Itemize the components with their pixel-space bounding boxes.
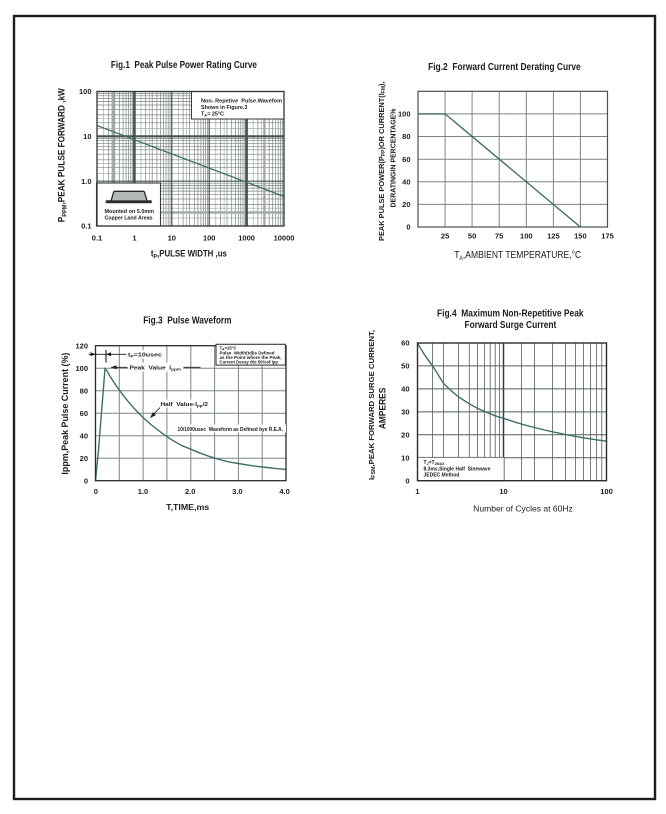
svg-text:TA= 25°C: TA= 25°C: [201, 111, 224, 117]
svg-text:Fig.3 Pulse Waveform: Fig.3 Pulse Waveform: [143, 315, 231, 326]
svg-text:IFSM,PEAK FORWARD SURGE CURREN: IFSM,PEAK FORWARD SURGE CURRENT,: [367, 330, 377, 480]
svg-text:Shown in Figure.3: Shown in Figure.3: [201, 105, 247, 111]
svg-text:175: 175: [601, 231, 614, 240]
svg-text:Non- Repetive Pulse.Wavefom: Non- Repetive Pulse.Wavefom: [201, 98, 282, 104]
svg-text:10000: 10000: [274, 233, 295, 242]
svg-text:3.0: 3.0: [232, 487, 242, 496]
svg-text:tP,PULSE WIDTH ,us: tP,PULSE WIDTH ,us: [151, 249, 227, 261]
svg-text:125: 125: [547, 231, 560, 240]
svg-text:100: 100: [600, 487, 613, 496]
svg-text:50: 50: [468, 231, 476, 240]
svg-text:0: 0: [94, 487, 98, 496]
svg-text:Mounted on 5.0mm: Mounted on 5.0mm: [105, 209, 155, 215]
svg-text:60: 60: [401, 339, 409, 348]
svg-text:0.1: 0.1: [81, 222, 91, 231]
svg-text:8.3ms,Single Half Sinewave: 8.3ms,Single Half Sinewave: [424, 466, 491, 472]
svg-text:4.0: 4.0: [279, 487, 289, 496]
svg-text:Ippm,Peak Pulse Current (%): Ippm,Peak Pulse Current (%): [60, 353, 70, 475]
svg-text:0: 0: [84, 476, 88, 485]
svg-text:20: 20: [401, 431, 409, 440]
svg-text:100: 100: [398, 110, 411, 119]
svg-text:25: 25: [441, 231, 449, 240]
svg-text:Peak Value Ippm: Peak Value Ippm: [130, 366, 182, 372]
svg-text:Number of Cycles at 60Hz: Number of Cycles at 60Hz: [473, 503, 573, 513]
svg-text:20: 20: [80, 454, 88, 463]
svg-text:as the Point where the Peak,: as the Point where the Peak,: [220, 355, 282, 360]
svg-text:100: 100: [79, 87, 92, 96]
svg-text:TJ=TJMAX: TJ=TJMAX: [424, 460, 446, 466]
svg-text:0: 0: [405, 476, 409, 485]
svg-text:40: 40: [80, 431, 88, 440]
svg-text:60: 60: [402, 155, 410, 164]
svg-text:1: 1: [415, 487, 419, 496]
svg-text:10/1000usec Waveform as Defin: 10/1000usec Waveform as Defined bye R.E.…: [178, 427, 284, 433]
svg-text:150: 150: [574, 231, 587, 240]
svg-text:TA,AMBIENT TEMPERATURE,°C: TA,AMBIENT TEMPERATURE,°C: [454, 250, 581, 262]
svg-text:Current Decay dto 50%of Ipp: Current Decay dto 50%of Ipp: [220, 359, 279, 364]
svg-text:Forward Surge Current: Forward Surge Current: [465, 320, 557, 331]
svg-text:100: 100: [203, 233, 216, 242]
svg-text:AMPERES: AMPERES: [378, 388, 388, 430]
svg-text:60: 60: [80, 409, 88, 418]
svg-text:100: 100: [75, 364, 88, 373]
svg-text:80: 80: [80, 386, 88, 395]
svg-text:30: 30: [401, 408, 409, 417]
svg-text:TA=25°C: TA=25°C: [220, 346, 237, 352]
svg-text:20: 20: [402, 200, 410, 209]
svg-text:Fig.1 Peak Pulse Power Rating: Fig.1 Peak Pulse Power Rating Curve: [111, 60, 257, 71]
svg-text:1.0: 1.0: [81, 177, 91, 186]
svg-text:1.0: 1.0: [138, 487, 148, 496]
svg-text:Copper Land Areas: Copper Land Areas: [105, 215, 153, 221]
svg-text:JEDEC Method: JEDEC Method: [424, 473, 460, 479]
svg-text:75: 75: [495, 231, 503, 240]
svg-text:PEAK PULSE POWER(PPP)OR CURREN: PEAK PULSE POWER(PPP)OR CURRENT(IFM),: [377, 81, 387, 241]
svg-text:1: 1: [132, 233, 136, 242]
svg-text:80: 80: [402, 132, 410, 141]
svg-text:10: 10: [499, 487, 507, 496]
svg-text:Half Value-Ipp/2: Half Value-I pp/2: [161, 402, 209, 408]
svg-text:120: 120: [75, 341, 88, 350]
svg-text:40: 40: [401, 385, 409, 394]
svg-text:Pulse Width(td)is Defined: Pulse Width(td)is Defined: [220, 350, 275, 355]
svg-text:10: 10: [83, 132, 91, 141]
svg-text:100: 100: [520, 231, 533, 240]
svg-text:T,TIME,ms: T,TIME,ms: [166, 502, 209, 512]
svg-text:40: 40: [402, 178, 410, 187]
svg-text:PPPM,PEAK PULSE FORWARD ,kW: PPPM,PEAK PULSE FORWARD ,kW: [57, 88, 69, 222]
svg-text:10: 10: [401, 453, 409, 462]
svg-text:Fig.2 Forward Current Deratin: Fig.2 Forward Current Derating Curve: [428, 62, 581, 73]
svg-text:tP=10usec: tP=10usec: [128, 353, 162, 359]
svg-text:2.0: 2.0: [185, 487, 195, 496]
svg-text:Fig.4 Maximum Non-Repetitive: Fig.4 Maximum Non-Repetitive Peak: [437, 309, 584, 320]
svg-text:50: 50: [401, 362, 409, 371]
svg-text:DERATINGIN PERCENTAGE%: DERATINGIN PERCENTAGE%: [389, 108, 398, 207]
svg-text:0: 0: [406, 223, 410, 232]
svg-text:0.1: 0.1: [92, 233, 102, 242]
svg-text:1000: 1000: [238, 233, 255, 242]
svg-text:10: 10: [168, 233, 176, 242]
